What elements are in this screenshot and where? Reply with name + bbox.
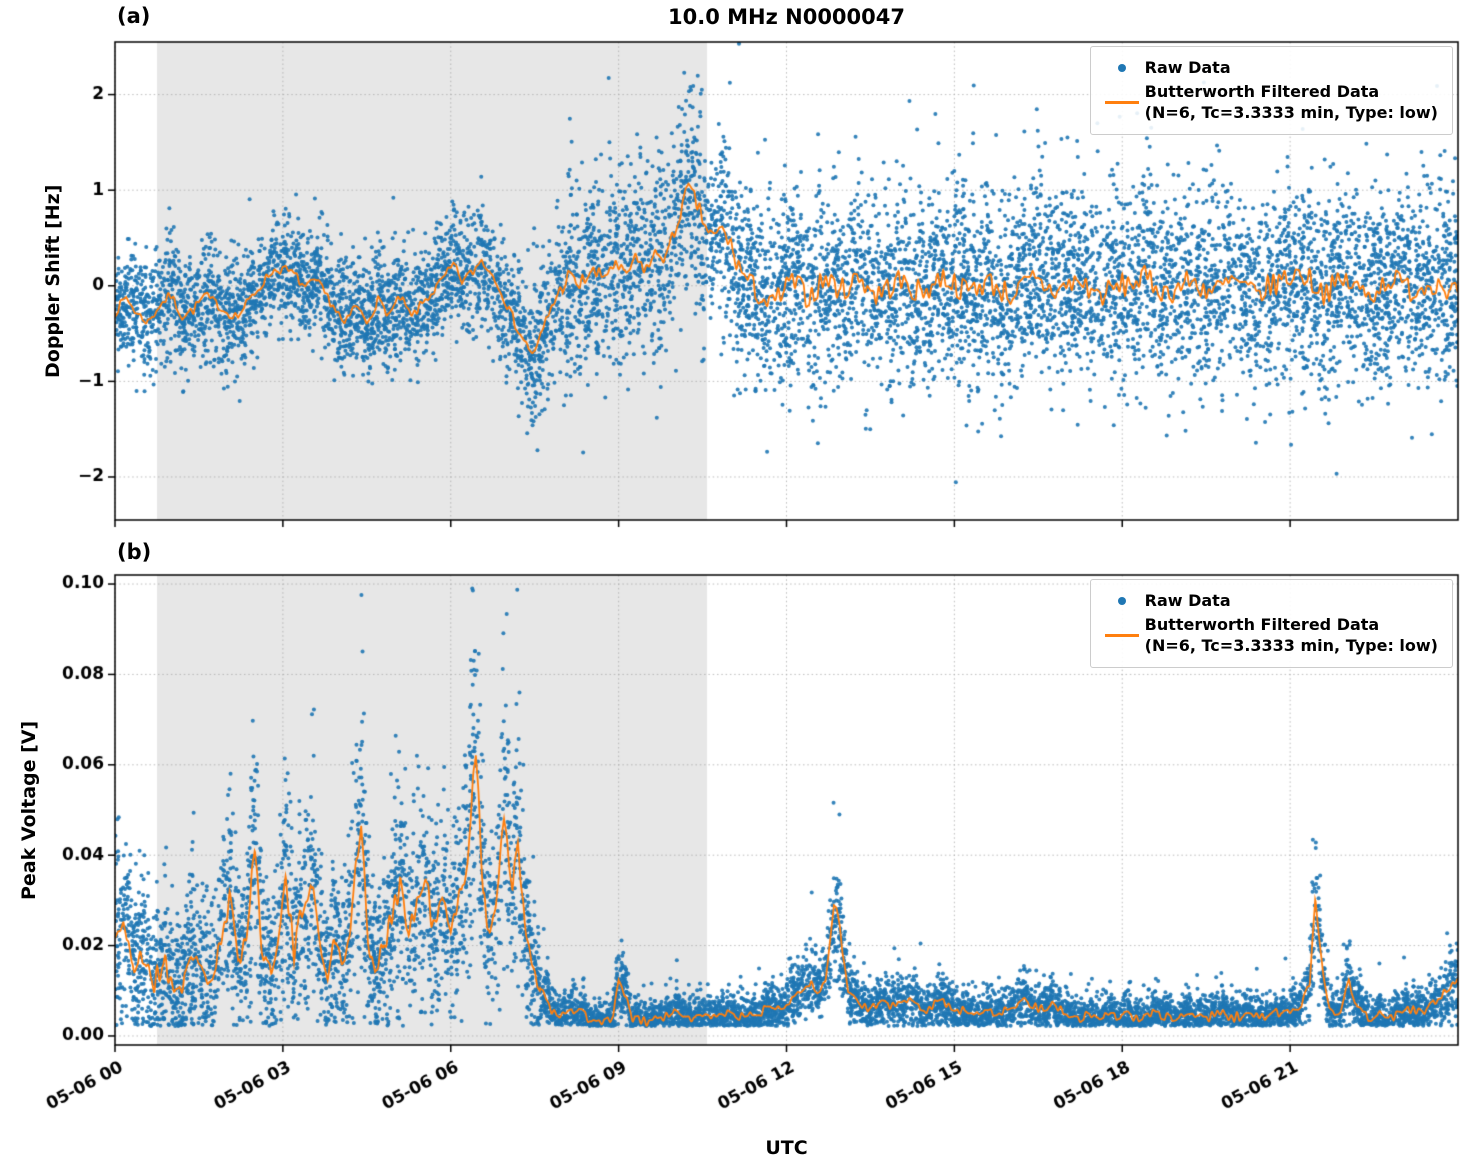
panel-a-tag: (a): [117, 4, 151, 28]
filtered-line-icon: [1099, 101, 1145, 105]
raw-data-marker-icon: [1099, 64, 1145, 73]
filtered-line-icon: [1099, 634, 1145, 638]
legend-filtered-label-line2: (N=6, Tc=3.3333 min, Type: low): [1144, 635, 1438, 655]
legend-filtered-label-line1: Butterworth Filtered Data: [1144, 81, 1380, 101]
figure-title: 10.0 MHz N0000047: [668, 5, 905, 29]
x-axis-label: UTC: [765, 1137, 808, 1159]
legend-filtered-label-line2: (N=6, Tc=3.3333 min, Type: low): [1144, 102, 1438, 122]
legend-item-raw-data: Raw Data: [1099, 58, 1438, 79]
y-axis-label-voltage: Peak Voltage [V]: [18, 720, 40, 900]
legend-item-filtered-data: Butterworth Filtered Data (N=6, Tc=3.333…: [1099, 615, 1438, 657]
legend-item-raw-data: Raw Data: [1099, 591, 1438, 612]
legend-raw-label: Raw Data: [1144, 591, 1231, 610]
legend-item-filtered-data: Butterworth Filtered Data (N=6, Tc=3.333…: [1099, 82, 1438, 124]
legend-panel-a: Raw Data Butterworth Filtered Data (N=6,…: [1089, 46, 1453, 136]
panel-b-tag: (b): [117, 540, 152, 564]
legend-raw-label: Raw Data: [1144, 58, 1231, 77]
raw-data-marker-icon: [1099, 597, 1145, 606]
y-axis-label-doppler: Doppler Shift [Hz]: [42, 184, 64, 378]
legend-filtered-label-line1: Butterworth Filtered Data: [1144, 614, 1380, 634]
legend-panel-b: Raw Data Butterworth Filtered Data (N=6,…: [1089, 579, 1453, 669]
